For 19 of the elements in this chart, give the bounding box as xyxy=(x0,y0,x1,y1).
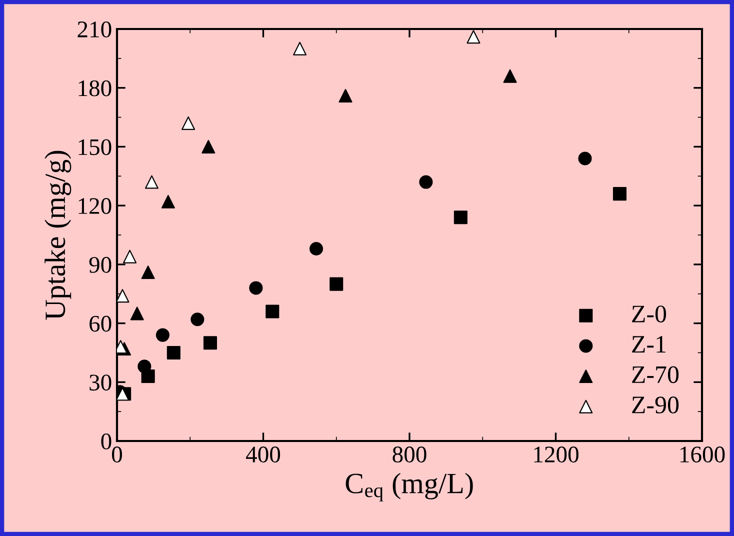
y-tick-label: 60 xyxy=(90,316,112,332)
y-tick-label: 150 xyxy=(78,139,112,156)
x-tick-label: 800 xyxy=(392,446,426,462)
y-tick-label: 30 xyxy=(90,374,112,391)
x-tick-label: 1200 xyxy=(534,446,578,462)
x-tick-label: 400 xyxy=(246,446,280,462)
y-tick-label: 0 xyxy=(101,433,112,450)
legend-label: Z-1 xyxy=(632,336,666,353)
y-tick-label: 120 xyxy=(78,198,112,214)
x-tick-label: 0 xyxy=(112,446,122,462)
y-tick-label: 210 xyxy=(78,21,112,38)
x-tick-label: 1600 xyxy=(680,446,725,462)
legend-label: Z-70 xyxy=(632,366,679,384)
y-axis-title: Uptake (mg/g) xyxy=(44,150,72,320)
y-tick-label: 180 xyxy=(78,80,112,96)
x-axis-title: C$_{eq}$ (mg/L) xyxy=(346,472,473,502)
y-tick-label: 90 xyxy=(89,256,112,273)
legend-label: Z-0 xyxy=(632,306,666,322)
legend-label: Z-90 xyxy=(632,396,679,414)
